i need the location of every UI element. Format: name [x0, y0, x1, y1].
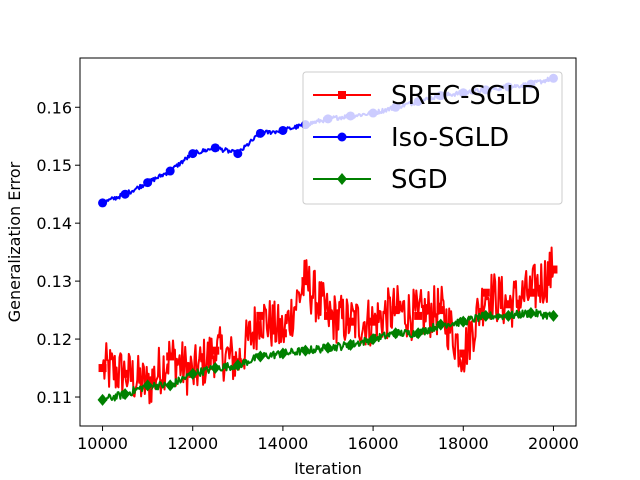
x-axis-label: Iteration: [294, 459, 362, 478]
y-tick-label: 0.12: [36, 330, 72, 349]
data-point-srec-sgld: [166, 352, 175, 361]
x-tick-label: 16000: [348, 434, 399, 453]
x-tick-label: 10000: [77, 434, 128, 453]
x-axis: 10000 12000 14000 16000 18000 20000: [77, 426, 579, 453]
y-tick-label: 0.11: [36, 388, 72, 407]
legend-label-sgd: SGD: [391, 165, 448, 195]
legend-label-iso-sgld: Iso-SGLD: [391, 123, 509, 153]
data-point-sgd: [480, 309, 491, 322]
x-tick-label: 20000: [528, 434, 579, 453]
data-point-sgd: [300, 344, 311, 357]
data-point-sgd: [187, 367, 198, 380]
data-point-iso-sgld: [98, 198, 108, 208]
data-point-sgd: [120, 388, 131, 401]
data-point-sgd: [458, 315, 469, 328]
data-point-srec-sgld: [324, 311, 332, 320]
data-point-sgd: [255, 350, 266, 363]
data-point-srec-sgld: [211, 346, 220, 355]
data-point-srec-sgld: [436, 306, 445, 315]
legend: SREC-SGLD Iso-SGLD SGD: [302, 71, 563, 205]
data-point-srec-sgld: [481, 288, 490, 297]
data-point-srec-sgld: [414, 311, 423, 320]
data-point-sgd: [390, 327, 401, 340]
data-point-sgd: [232, 359, 243, 372]
data-point-srec-sgld: [256, 311, 265, 320]
legend-box: [302, 71, 563, 205]
data-point-sgd: [323, 341, 333, 354]
data-point-iso-sgld: [188, 149, 198, 159]
x-tick-label: 12000: [167, 434, 218, 453]
legend-marker-sgd: [337, 173, 347, 185]
y-tick-label: 0.14: [36, 214, 72, 233]
x-tick-label: 14000: [257, 434, 308, 453]
data-point-iso-sgld: [165, 166, 175, 176]
data-point-srec-sgld: [278, 329, 287, 338]
legend-marker-iso-sgld: [337, 132, 347, 142]
y-tick-label: 0.16: [36, 98, 72, 117]
data-point-sgd: [413, 327, 424, 340]
data-point-sgd: [435, 318, 446, 331]
data-point-iso-sgld: [255, 128, 265, 138]
legend-marker-srec-sgld: [338, 91, 346, 99]
plot-frame: [79, 57, 577, 427]
data-point-srec-sgld: [121, 369, 130, 378]
data-point-srec-sgld: [346, 317, 355, 326]
data-point-srec-sgld: [549, 265, 558, 274]
data-point-srec-sgld: [301, 277, 310, 286]
data-point-sgd: [142, 379, 153, 392]
data-point-sgd: [525, 306, 536, 319]
data-point-srec-sgld: [504, 300, 513, 309]
data-point-sgd: [277, 347, 288, 360]
data-point-srec-sgld: [459, 349, 468, 358]
data-point-iso-sgld: [278, 125, 288, 135]
data-point-sgd: [165, 379, 176, 392]
legend-label-srec-sgld: SREC-SGLD: [391, 81, 541, 111]
data-point-srec-sgld: [526, 288, 535, 297]
data-point-sgd: [210, 362, 221, 375]
data-point-sgd: [368, 333, 379, 346]
data-point-sgd: [503, 309, 514, 322]
data-point-iso-sgld: [210, 143, 220, 153]
y-tick-label: 0.13: [36, 272, 72, 291]
data-point-iso-sgld: [233, 149, 243, 159]
data-point-srec-sgld: [98, 364, 107, 373]
data-point-sgd: [548, 309, 559, 322]
data-point-iso-sgld: [120, 189, 130, 199]
data-point-srec-sgld: [391, 306, 400, 315]
y-axis-label: Generalization Error: [5, 161, 24, 322]
y-tick-label: 0.15: [36, 156, 72, 175]
data-point-iso-sgld: [143, 178, 153, 188]
y-axis: 0.11 0.12 0.13 0.14 0.15 0.16: [36, 98, 80, 407]
data-point-srec-sgld: [369, 317, 378, 326]
data-point-sgd: [97, 393, 108, 406]
x-tick-label: 18000: [438, 434, 489, 453]
data-point-sgd: [345, 338, 356, 351]
